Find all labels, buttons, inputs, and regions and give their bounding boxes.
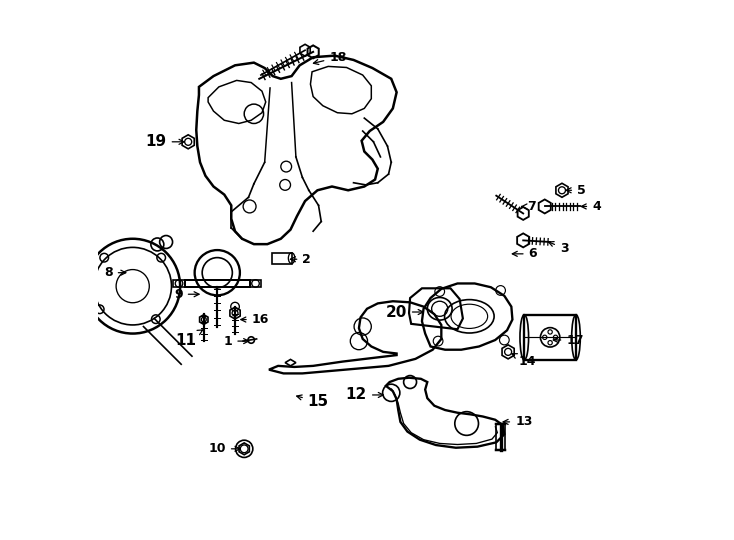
Text: 20: 20: [385, 305, 423, 320]
Text: 5: 5: [566, 184, 586, 197]
Text: 7: 7: [522, 200, 537, 213]
Text: 8: 8: [104, 266, 126, 279]
Text: 1: 1: [224, 335, 249, 348]
Text: 18: 18: [313, 51, 346, 64]
Text: 14: 14: [512, 354, 537, 368]
Text: 9: 9: [174, 288, 199, 301]
Text: 12: 12: [346, 388, 383, 402]
Text: 2: 2: [291, 253, 311, 266]
Text: 4: 4: [581, 200, 601, 213]
Text: 3: 3: [548, 241, 568, 255]
Text: 15: 15: [297, 394, 329, 409]
Text: 11: 11: [175, 330, 203, 348]
Text: 19: 19: [145, 134, 184, 150]
Text: 16: 16: [241, 313, 269, 326]
Text: 10: 10: [208, 442, 240, 455]
Text: 6: 6: [512, 247, 537, 260]
Text: 13: 13: [503, 415, 532, 428]
Text: 17: 17: [553, 334, 584, 347]
